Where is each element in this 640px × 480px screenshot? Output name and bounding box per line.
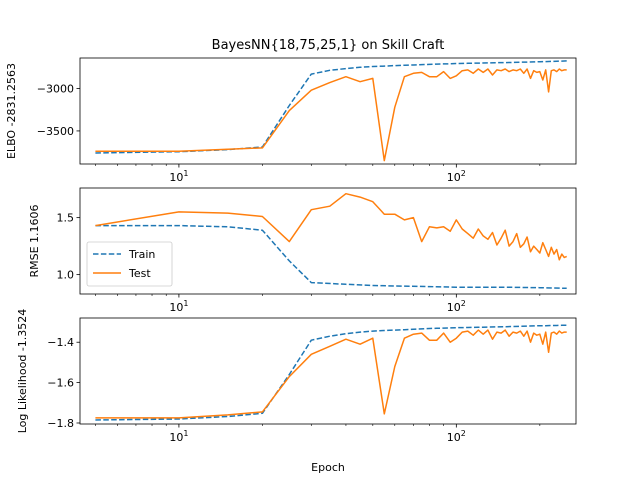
legend-label-train: Train	[128, 248, 155, 261]
loglik-y-axis-label: Log Likelihood -1.3524	[16, 309, 29, 434]
loglik-series-train	[95, 324, 567, 421]
elbo-y-axis-label: ELBO -2831.2563	[5, 63, 18, 159]
rmse-y-tick-label: 1.0	[57, 269, 75, 282]
elbo-panel: 101 102 −3500 −3000 ELBO -2831.2563	[5, 57, 577, 184]
loglik-y-tick-label: −1.6	[47, 377, 74, 390]
elbo-axes-frame	[79, 57, 577, 165]
x-axis-label: Epoch	[311, 461, 345, 474]
chart-title: BayesNN{18,75,25,1} on Skill Craft	[212, 38, 445, 53]
loglik-x-tick-label: 102	[447, 429, 466, 444]
rmse-x-tick-label: 102	[447, 299, 466, 314]
elbo-x-tick-label: 101	[169, 169, 188, 184]
legend: Train Test	[86, 241, 173, 287]
elbo-series-train	[95, 60, 567, 154]
rmse-y-tick-label: 1.5	[57, 212, 75, 225]
loglik-series-test	[95, 329, 567, 419]
elbo-x-tick-label: 102	[447, 169, 466, 184]
loglik-panel: 101 102 −1.8 −1.6 −1.4 Log Likelihood -1.352…	[16, 309, 577, 444]
loglik-axes-frame	[79, 317, 577, 425]
legend-box	[86, 241, 173, 287]
rmse-series-train	[95, 224, 567, 290]
legend-label-test: Test	[128, 267, 151, 280]
loglik-x-tick-label: 101	[169, 429, 188, 444]
rmse-axes-frame	[79, 187, 577, 295]
elbo-y-tick-label: −3000	[37, 83, 74, 96]
elbo-series-test	[95, 68, 567, 162]
loglik-y-tick-label: −1.8	[47, 417, 74, 430]
loglik-y-tick-label: −1.4	[47, 336, 74, 349]
rmse-x-tick-label: 101	[169, 299, 188, 314]
elbo-y-tick-label: −3500	[37, 125, 74, 138]
rmse-series-test	[95, 192, 568, 261]
rmse-panel: 101 102 1.0 1.5 RMSE 1.1606 Train Test	[28, 187, 577, 314]
rmse-y-axis-label: RMSE 1.1606	[28, 204, 41, 277]
